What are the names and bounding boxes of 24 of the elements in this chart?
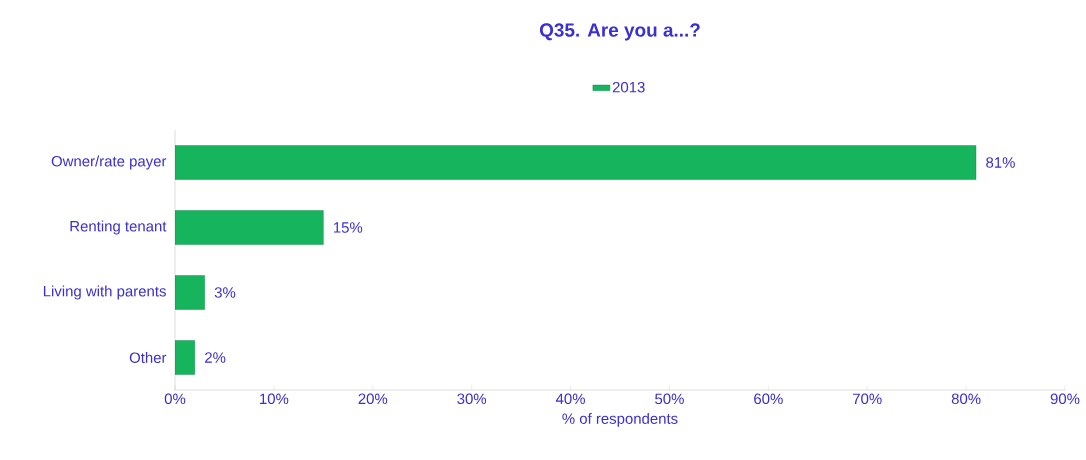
legend-label: 2013 [612,81,645,93]
chart-title: Q35. Are you a...? [539,23,700,41]
bar [175,210,324,245]
y-tick-label: Living with parents [43,285,166,300]
x-tick-label: 40% [555,393,585,405]
x-tick-label: 50% [655,393,684,405]
x-tick-label: 30% [457,393,487,405]
y-tick-label: Other [129,352,167,363]
x-tick-label: 20% [358,393,388,405]
x-tick-label: 60% [754,393,783,405]
data-label: 3% [214,287,236,298]
data-label: 15% [333,222,363,233]
bar [175,145,977,180]
y-tick-label: Owner/rate payer [51,155,167,170]
x-tick-label: 70% [853,393,882,405]
y-tick-label: Renting tenant [70,220,167,235]
x-axis-title: % of respondents [562,412,678,427]
data-label: 2% [205,352,226,363]
x-tick-label: 0% [164,393,186,405]
x-tick-label: 80% [951,393,981,405]
x-tick-label: 10% [260,393,289,405]
data-label: 81% [986,157,1015,168]
x-tick-label: 90% [1050,393,1080,405]
bar [175,275,205,310]
